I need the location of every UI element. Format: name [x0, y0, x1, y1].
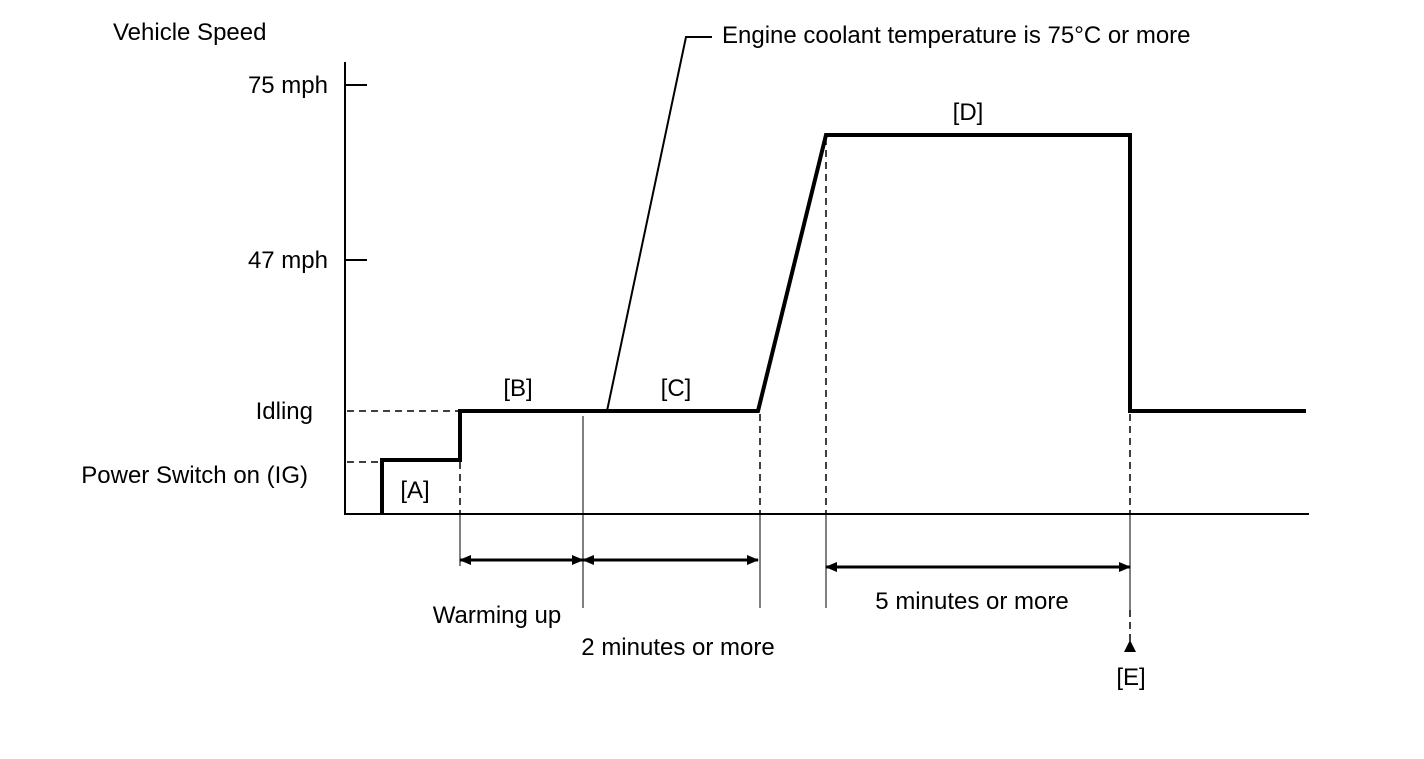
- five-minutes-label: 5 minutes or more: [875, 588, 1068, 615]
- e-marker-triangle-icon: [1124, 640, 1136, 652]
- level-label-power-on: Power Switch on (IG): [81, 462, 308, 489]
- stage-label-c: [C]: [661, 375, 692, 402]
- level-label-idling: Idling: [256, 398, 313, 425]
- stage-label-e: [E]: [1116, 664, 1145, 691]
- y-axis-title: Vehicle Speed: [113, 19, 266, 46]
- stage-label-d: [D]: [953, 99, 984, 126]
- tick-label-47: 47 mph: [248, 247, 328, 274]
- coolant-annotation: Engine coolant temperature is 75°C or mo…: [722, 22, 1191, 49]
- warming-up-label: Warming up: [433, 602, 561, 629]
- stage-label-a: [A]: [400, 477, 429, 504]
- stage-label-b: [B]: [503, 375, 532, 402]
- coolant-leader-line: [606, 36, 712, 412]
- tick-label-75: 75 mph: [248, 72, 328, 99]
- two-minutes-label: 2 minutes or more: [581, 634, 774, 661]
- speed-profile-line: [380, 133, 1306, 514]
